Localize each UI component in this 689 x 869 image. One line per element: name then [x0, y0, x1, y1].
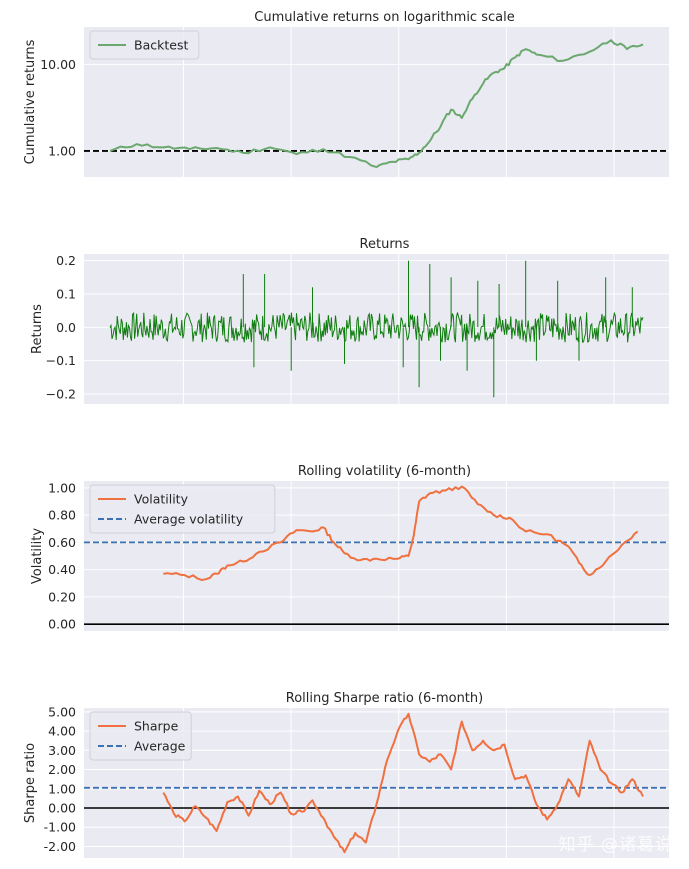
volatility-series-line: [163, 485, 639, 581]
y-tick-label: 0.20: [48, 589, 76, 604]
returns-series-line: [109, 260, 644, 398]
chart-title: Cumulative returns on logarithmic scale: [254, 10, 514, 25]
y-axis-label: Volatility: [30, 528, 45, 584]
y-tick-label: -2.00: [44, 839, 76, 854]
y-tick-label: 0.60: [48, 535, 76, 550]
y-tick-label: -1.00: [44, 820, 76, 835]
legend-label: Sharpe: [134, 719, 179, 734]
chart-title: Rolling volatility (6-month): [298, 464, 471, 479]
y-tick-label: 1.00: [48, 480, 76, 495]
y-tick-label: 0.80: [48, 508, 76, 523]
y-tick-label: 0.1: [56, 287, 76, 302]
backtest-series-line: [109, 39, 644, 169]
legend-box: [89, 711, 192, 761]
y-tick-label: 5.00: [48, 704, 76, 719]
y-tick-label: 4.00: [48, 724, 76, 739]
panel-3: 1.00 0.80 0.60 0.40 0.20 0.00 Rolling volatili…: [30, 464, 669, 632]
panel-4: 5.00 4.00 3.00 2.00 1.00 0.00 -1.00 -2.00 Rollin…: [23, 691, 669, 858]
y-tick-label: −0.2: [46, 387, 76, 402]
y-tick-label: 0.2: [56, 253, 76, 268]
sharpe-series-line: [162, 712, 644, 854]
chart-title: Rolling Sharpe ratio (6-month): [286, 691, 483, 706]
watermark: 知乎 @诸葛说: [558, 835, 673, 855]
legend-label: Backtest: [134, 38, 188, 53]
legend-label: Average: [134, 739, 186, 754]
y-tick-label: −0.1: [46, 353, 76, 368]
y-tick-label: 0.40: [48, 562, 76, 577]
y-axis-label: Returns: [30, 304, 45, 354]
y-axis-label: Cumulative returns: [23, 39, 38, 164]
y-tick-label: 1.00: [48, 781, 76, 796]
y-tick-label: 2.00: [48, 762, 76, 777]
plot-area: [84, 254, 669, 404]
y-axis-label: Sharpe ratio: [23, 743, 38, 823]
y-tick-label: 10.00: [40, 57, 76, 72]
y-tick-label: 0.00: [48, 801, 76, 816]
y-tick-label: 3.00: [48, 743, 76, 758]
y-tick-label: 1.00: [48, 143, 76, 158]
y-tick-label: 0.0: [56, 320, 76, 335]
legend-label: Average volatility: [134, 512, 244, 527]
y-tick-label: 0.00: [48, 617, 76, 632]
panel-1: 1.00 10.00 Cumulative returns on logarithm…: [23, 10, 669, 177]
chart-title: Returns: [360, 237, 410, 252]
legend-label: Volatility: [134, 492, 189, 507]
panel-2: 0.2 0.1 0.0 −0.1 −0.2 Returns Returns: [30, 237, 669, 404]
legend-box: [89, 484, 276, 534]
legend-box: [89, 30, 200, 60]
